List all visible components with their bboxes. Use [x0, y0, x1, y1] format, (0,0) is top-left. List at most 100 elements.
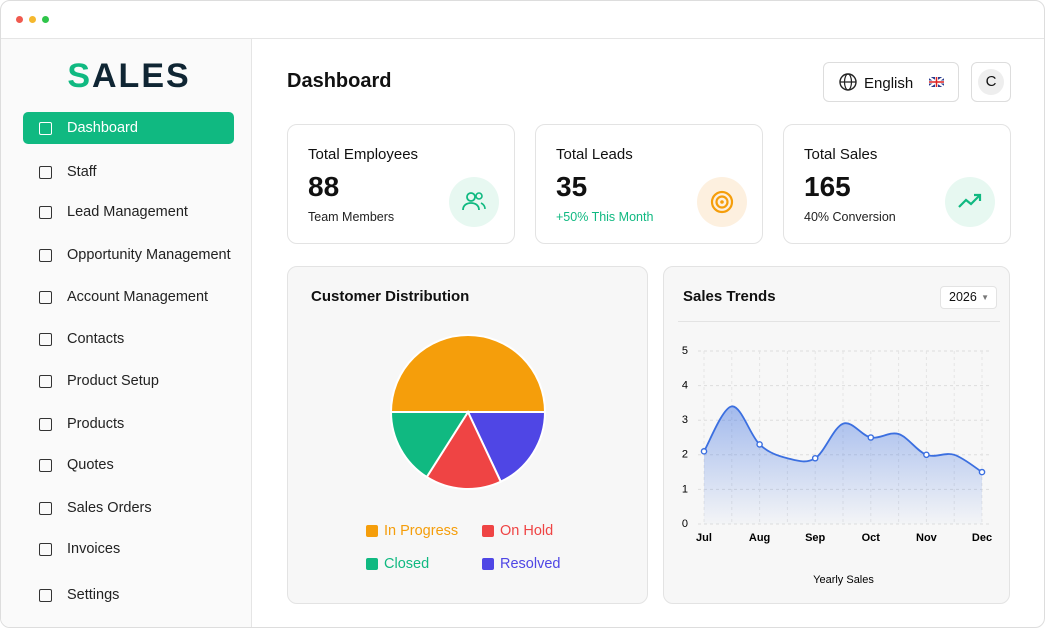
nav-icon [39, 589, 52, 602]
x-tick-label: Oct [862, 532, 881, 544]
nav-item[interactable]: Invoices [23, 533, 234, 565]
card-note: Team Members [308, 210, 395, 224]
x-tick-label: Dec [972, 532, 992, 544]
card-icon [945, 177, 995, 227]
x-tick-label: Jul [696, 532, 712, 544]
avatar: C [978, 69, 1004, 95]
legend-label: Closed [384, 556, 429, 572]
nav-icon [39, 333, 52, 346]
y-tick-label: 0 [682, 518, 688, 530]
maximize-dot[interactable] [42, 16, 49, 23]
line [703, 405, 983, 473]
card-title: Total Employees [308, 146, 419, 163]
nav-icon [39, 459, 52, 472]
pie-slice [389, 411, 470, 479]
pie-slice [389, 334, 547, 413]
page-title: Dashboard [287, 70, 392, 92]
nav-item[interactable]: Sales Orders [23, 492, 234, 524]
nav-label: Settings [67, 587, 120, 603]
language-button[interactable]: English [823, 62, 959, 102]
nav-label: Quotes [67, 457, 114, 473]
language-label: English [864, 75, 914, 92]
nav-label: Dashboard [67, 120, 138, 136]
point [700, 448, 708, 455]
panel-title: Customer Distribution [311, 288, 470, 305]
divider [678, 321, 1000, 322]
nav-icon [39, 166, 52, 179]
y-tick-label: 2 [682, 449, 688, 461]
nav-label: Account Management [67, 289, 209, 305]
logo: SALES [67, 57, 191, 95]
nav-icon [39, 543, 52, 556]
minimize-dot[interactable] [29, 16, 36, 23]
point [923, 451, 930, 459]
year: 2026 [949, 290, 977, 304]
icon [958, 193, 982, 208]
card-note: 40% Conversion [804, 210, 896, 224]
area [704, 406, 982, 524]
nav-label: Contacts [67, 331, 125, 347]
y-tick-label: 1 [682, 483, 688, 495]
nav-icon [39, 375, 52, 388]
nav-item[interactable]: Quotes [23, 449, 234, 481]
nav-label: Opportunity Management [67, 247, 231, 263]
nav-item[interactable]: Opportunity Management [23, 239, 234, 271]
nav-item[interactable]: Product Setup [23, 365, 234, 397]
nav-icon [39, 206, 52, 219]
y-tick-label: 3 [682, 414, 688, 426]
point [756, 441, 763, 448]
nav-item[interactable]: Contacts [23, 323, 234, 355]
x-tick-label: Aug [749, 532, 770, 544]
pie-slice [425, 409, 503, 490]
sidebar: SALES Dashboard Staff Lead Management Oppor… [1, 39, 252, 627]
globe-icon [839, 73, 857, 91]
card-note: +50% This Month [556, 210, 654, 224]
stat-card: Total Leads 35 +50% This Month [535, 124, 763, 244]
nav-item[interactable]: Products [23, 408, 234, 440]
nav-item[interactable]: Dashboard [23, 112, 234, 144]
trends-panel: Sales Trends 2026 ▼ 0 1 2 3 4 5 Jul Aug Sep Oct Nov… [663, 266, 1010, 604]
nav-icon [39, 122, 52, 135]
line-chart: 0 1 2 3 4 5 Jul Aug Sep Oct Nov Dec Yearly Sales [682, 345, 992, 586]
nav-item[interactable]: Lead Management [23, 196, 234, 228]
nav-label: Invoices [67, 541, 121, 557]
legend-label: In Progress [384, 523, 458, 539]
x-tick-label: Nov [916, 532, 938, 544]
nav-label: Products [67, 416, 125, 432]
stat-card: Total Sales 165 40% Conversion [783, 124, 1011, 244]
avatar-button[interactable]: C [971, 62, 1011, 102]
distribution-panel: Customer Distribution In Progress On Hold… [287, 266, 648, 604]
legend-label: On Hold [500, 523, 553, 539]
icon [710, 190, 734, 214]
nav-icon [39, 249, 52, 262]
legend-label: Resolved [500, 556, 560, 572]
x-axis-label: Yearly Sales [813, 574, 874, 586]
point [867, 434, 875, 441]
legend-swatch [366, 558, 378, 570]
nav-label: Staff [67, 164, 97, 180]
legend-swatch [482, 525, 494, 537]
nav-item[interactable]: Settings [23, 579, 234, 611]
nav-label: Lead Management [67, 204, 188, 220]
legend-swatch [482, 558, 494, 570]
card-value: 35 [556, 171, 588, 202]
legend-swatch [366, 525, 378, 537]
flag-icon [929, 77, 944, 87]
year-select[interactable]: 2026 ▼ [940, 286, 997, 309]
close-dot[interactable] [16, 16, 23, 23]
card-icon [697, 177, 747, 227]
pie-slice [466, 411, 547, 484]
card-title: Total Leads [556, 146, 633, 163]
y-tick-label: 4 [682, 380, 688, 392]
panel-title: Sales Trends [683, 288, 776, 305]
card-icon [449, 177, 499, 227]
nav-icon [39, 291, 52, 304]
point [811, 454, 819, 462]
y-tick-label: 5 [682, 345, 688, 357]
card-title: Total Sales [804, 146, 878, 163]
card-value: 165 [804, 171, 851, 202]
stat-card: Total Employees 88 Team Members [287, 124, 515, 244]
nav-item[interactable]: Staff [23, 156, 234, 188]
nav-item[interactable]: Account Management [23, 281, 234, 313]
